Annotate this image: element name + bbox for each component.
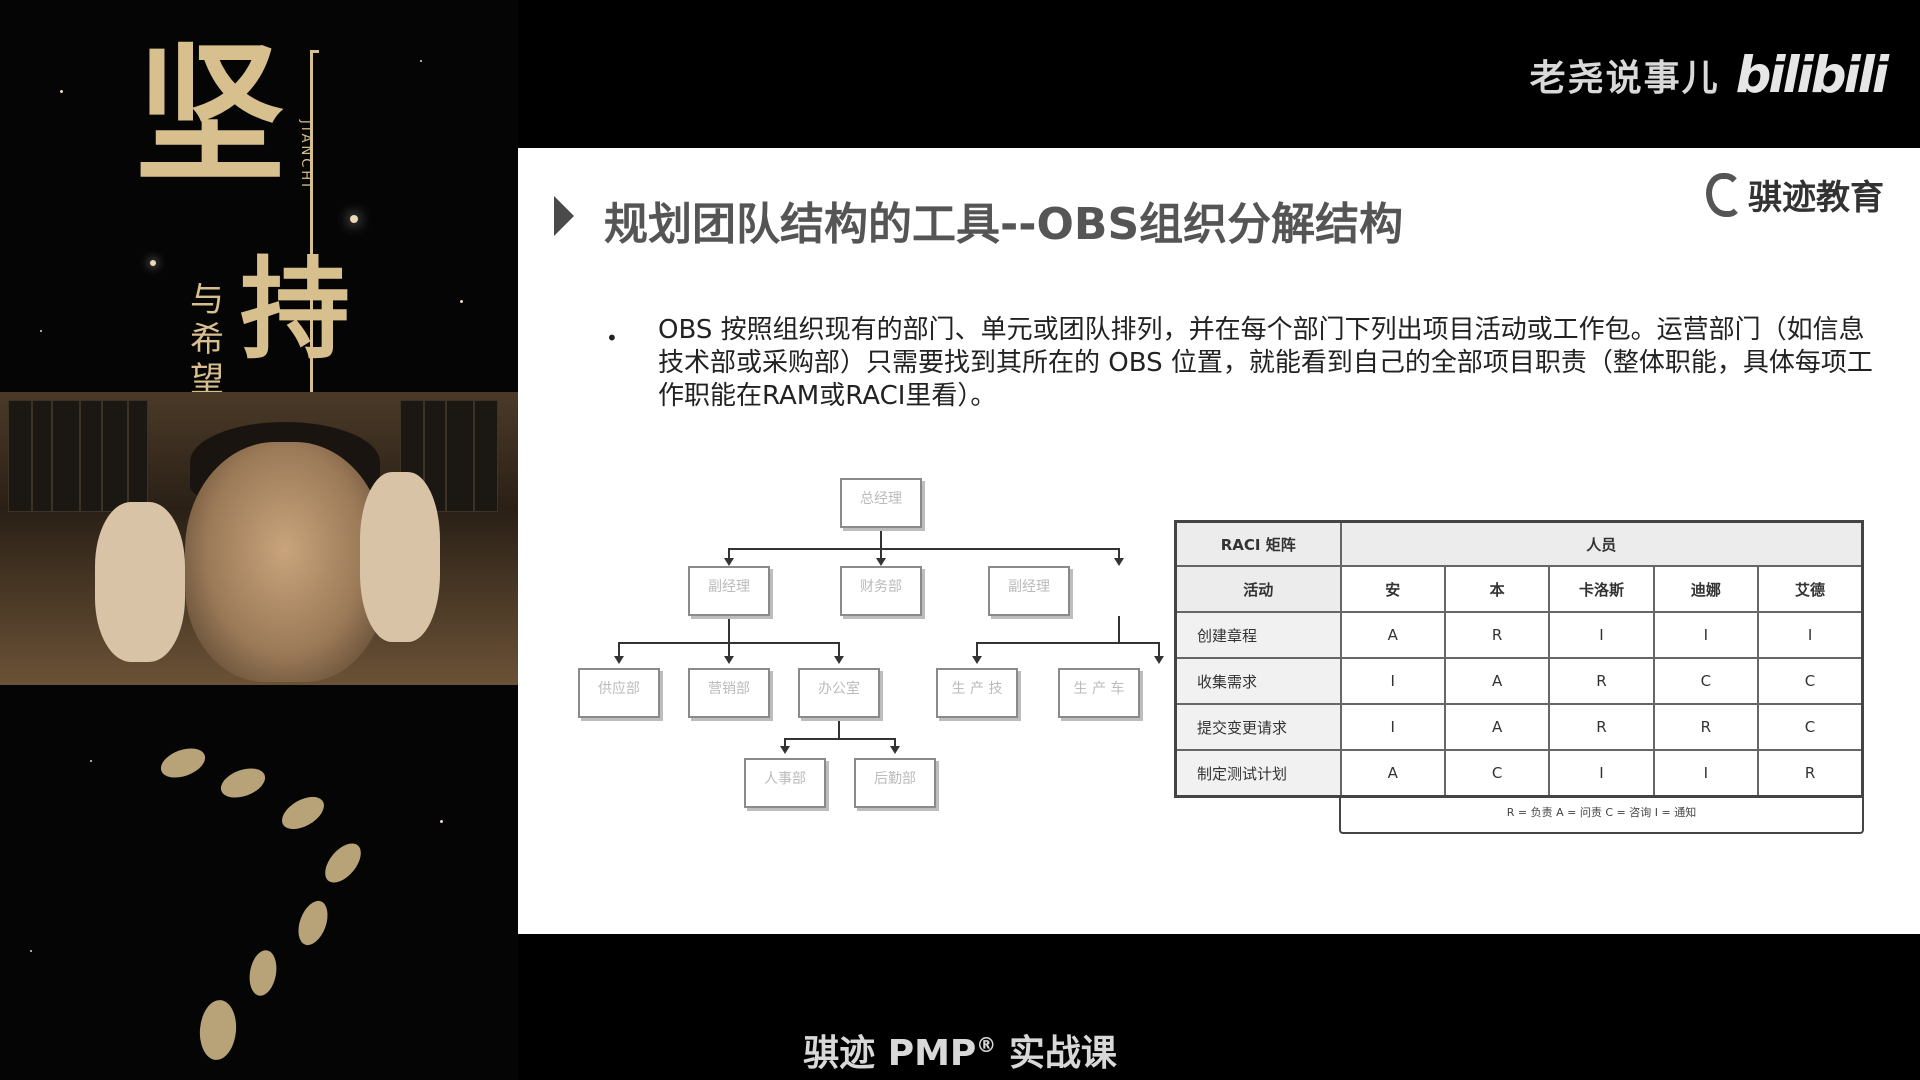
raci-cell: C xyxy=(1652,657,1760,705)
raci-cell: A xyxy=(1443,657,1551,705)
raci-cell: C xyxy=(1443,749,1551,798)
org-node: 供应部 xyxy=(578,668,660,718)
presenter-hand xyxy=(360,472,440,642)
raci-header-row: RACI 矩阵 人员 xyxy=(1174,520,1864,567)
star-decoration xyxy=(30,950,32,952)
org-node: 副经理 xyxy=(688,566,770,616)
poster-subtitle: 与希望 xyxy=(190,280,224,400)
raci-table: RACI 矩阵 人员 活动 安 本 卡洛斯 迪娜 艾德 创建章程 A R I I… xyxy=(1174,520,1864,798)
person-name: 艾德 xyxy=(1757,565,1864,613)
raci-cell: I xyxy=(1652,611,1760,659)
bookshelf-book xyxy=(128,400,148,512)
raci-cell: C xyxy=(1757,657,1864,705)
org-node: 人事部 xyxy=(744,758,826,808)
bookshelf-book xyxy=(446,400,474,512)
raci-cell: A xyxy=(1339,749,1446,798)
channel-name: 老尧说事儿 xyxy=(1529,58,1720,99)
bookshelf-book xyxy=(52,400,80,512)
activity-header: 活动 xyxy=(1174,565,1342,613)
activity-name: 创建章程 xyxy=(1174,611,1342,659)
org-node-root: 总经理 xyxy=(840,478,922,528)
slide-title: 规划团队结构的工具--OBS组织分解结构 xyxy=(604,199,1404,250)
course-caption: 骐迹 PMP® 实战课 xyxy=(0,1024,1920,1076)
raci-cell: A xyxy=(1339,611,1446,659)
raci-cell: C xyxy=(1757,703,1864,751)
star-decoration xyxy=(460,300,463,303)
org-node: 后勤部 xyxy=(854,758,936,808)
raci-legend: R = 负责 A = 问责 C = 咨询 I = 通知 xyxy=(1339,798,1864,834)
brand-name: 骐迹教育 xyxy=(1748,178,1884,218)
org-node: 办公室 xyxy=(798,668,880,718)
brand-icon xyxy=(1706,172,1742,217)
poster-pinyin: JIANCHI xyxy=(298,120,313,190)
brand-logo: 骐迹教育 xyxy=(1706,170,1884,219)
table-row: 收集需求 I A R C C xyxy=(1174,657,1864,705)
presenter-hand xyxy=(95,502,185,662)
star-decoration xyxy=(90,760,92,762)
raci-cell: I xyxy=(1339,703,1446,751)
bookshelf-book xyxy=(102,400,128,512)
person-name: 本 xyxy=(1443,565,1551,613)
table-row: 提交变更请求 I A R R C xyxy=(1174,703,1864,751)
star-decoration xyxy=(420,60,422,62)
org-node: 财务部 xyxy=(840,566,922,616)
person-name: 安 xyxy=(1339,565,1446,613)
raci-cell: I xyxy=(1339,657,1446,705)
video-panel: 坚 JIANCHI 与希望 持 xyxy=(0,0,518,1080)
channel-watermark: 老尧说事儿 bilibili xyxy=(1529,46,1889,104)
poster-title: 坚 xyxy=(135,27,285,203)
webcam-feed xyxy=(0,392,518,685)
caption-text-2: 实战课 xyxy=(996,1033,1117,1074)
activity-name: 提交变更请求 xyxy=(1174,703,1342,751)
org-node: 副经理 xyxy=(988,566,1070,616)
raci-cell: I xyxy=(1548,749,1655,798)
raci-cell: R xyxy=(1443,611,1551,659)
star-decoration xyxy=(60,90,63,93)
org-node: 生 产 技 xyxy=(936,668,1018,718)
raci-cell: I xyxy=(1652,749,1760,798)
raci-cell: R xyxy=(1652,703,1760,751)
people-header: 人员 xyxy=(1339,520,1864,567)
raci-matrix: RACI 矩阵 人员 活动 安 本 卡洛斯 迪娜 艾德 创建章程 A R I I… xyxy=(1174,520,1864,834)
raci-subheader-row: 活动 安 本 卡洛斯 迪娜 艾德 xyxy=(1174,565,1864,613)
raci-cell: I xyxy=(1757,611,1864,659)
activity-name: 制定测试计划 xyxy=(1174,749,1342,798)
star-decoration xyxy=(350,215,358,223)
raci-cell: R xyxy=(1548,657,1655,705)
person-name: 迪娜 xyxy=(1652,565,1760,613)
org-node: 营销部 xyxy=(688,668,770,718)
raci-cell: A xyxy=(1443,703,1551,751)
bookshelf-book xyxy=(474,400,498,512)
star-decoration xyxy=(40,330,42,332)
chevron-right-icon xyxy=(541,196,574,236)
star-decoration xyxy=(150,260,156,266)
org-node: 生 产 车 xyxy=(1058,668,1140,718)
raci-cell: R xyxy=(1757,749,1864,798)
table-row: 创建章程 A R I I I xyxy=(1174,611,1864,659)
bookshelf-book xyxy=(8,400,32,512)
registered-mark: ® xyxy=(976,1033,997,1057)
bookshelf-book xyxy=(32,400,52,512)
bullet-text: OBS 按照组织现有的部门、单元或团队排列，并在每个部门下列出项目活动或工作包。… xyxy=(658,315,1873,411)
bilibili-logo: bilibili xyxy=(1735,46,1889,104)
poster-title-2: 持 xyxy=(240,245,350,374)
bookshelf-book xyxy=(80,400,102,512)
bullet-icon: • xyxy=(606,326,618,350)
presentation-slide: 规划团队结构的工具--OBS组织分解结构 骐迹教育 • OBS 按照组织现有的部… xyxy=(518,148,1920,934)
caption-text: 骐迹 PMP xyxy=(803,1033,977,1074)
presenter xyxy=(185,442,385,682)
star-decoration xyxy=(440,820,443,823)
activity-name: 收集需求 xyxy=(1174,657,1342,705)
table-row: 制定测试计划 A C I I R xyxy=(1174,749,1864,798)
raci-cell: R xyxy=(1548,703,1655,751)
raci-cell: I xyxy=(1548,611,1655,659)
raci-title: RACI 矩阵 xyxy=(1174,520,1342,567)
footprints-decoration xyxy=(156,740,410,1062)
person-name: 卡洛斯 xyxy=(1548,565,1655,613)
